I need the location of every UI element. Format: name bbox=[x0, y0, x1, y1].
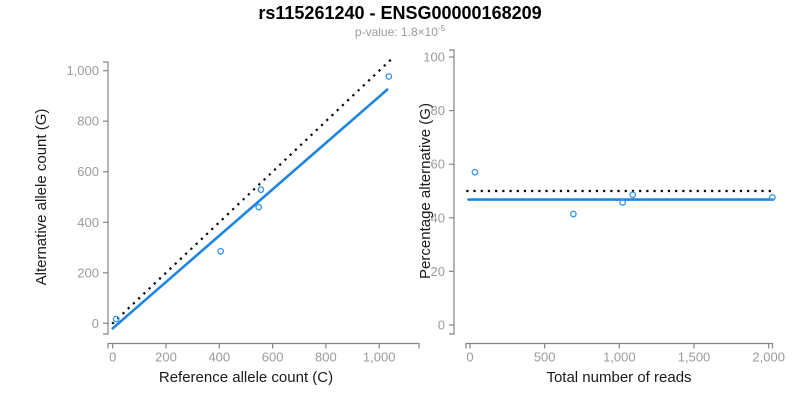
p-value-text: p-value: 1.8×10 bbox=[354, 25, 438, 39]
y-axis-title: Percentage alternative (G) bbox=[417, 103, 434, 279]
x-tick-label: 800 bbox=[315, 350, 337, 365]
y-tick-label: 40 bbox=[431, 210, 445, 225]
y-tick-label: 800 bbox=[77, 114, 99, 129]
figure-subtitle: p-value: 1.8×10-5 bbox=[0, 24, 800, 39]
x-tick-label: 0 bbox=[109, 350, 116, 365]
y-tick-label: 20 bbox=[431, 264, 445, 279]
data-point bbox=[112, 315, 120, 323]
x-tick-label: 400 bbox=[208, 350, 230, 365]
panel-right: 0 500 1,000 1,500 2,000 0 20 40 60 80 100 Total num… bbox=[417, 49, 785, 386]
figure-title: rs115261240 - ENSG00000168209 bbox=[258, 3, 542, 23]
x-tick-label: 2,000 bbox=[752, 350, 785, 365]
data-point bbox=[619, 199, 627, 206]
y-tick-label: 1,000 bbox=[66, 63, 99, 78]
identity-line bbox=[111, 56, 394, 325]
data-point bbox=[217, 247, 225, 255]
y-tick-label: 600 bbox=[77, 164, 99, 179]
p-value-superscript: -5 bbox=[437, 24, 446, 33]
data-point bbox=[385, 73, 393, 80]
data-point bbox=[629, 191, 637, 199]
x-tick-label: 1,000 bbox=[363, 350, 396, 365]
y-tick-label: 0 bbox=[438, 318, 445, 333]
regression-line bbox=[111, 88, 389, 330]
y-tick-label: 60 bbox=[431, 157, 445, 172]
y-axis bbox=[103, 61, 109, 335]
x-tick-label: 0 bbox=[466, 350, 473, 365]
data-point bbox=[255, 203, 263, 211]
data-point bbox=[257, 186, 265, 194]
x-tick-label: 1,500 bbox=[678, 350, 711, 365]
panel-left: 0 200 400 600 800 1,000 0 200 400 600 800 1,000 Refe… bbox=[33, 56, 420, 386]
y-tick-label: 100 bbox=[423, 50, 445, 65]
y-tick-label: 400 bbox=[77, 215, 99, 230]
y-tick-label: 0 bbox=[92, 316, 99, 331]
x-axis-title: Reference allele count (C) bbox=[159, 369, 333, 386]
data-point bbox=[569, 210, 577, 218]
x-tick-label: 200 bbox=[155, 350, 177, 365]
data-point bbox=[769, 194, 776, 201]
x-tick-label: 600 bbox=[262, 350, 284, 365]
x-axis bbox=[107, 342, 420, 349]
data-point bbox=[471, 168, 479, 176]
x-tick-label: 500 bbox=[534, 350, 556, 365]
y-axis bbox=[449, 49, 455, 335]
y-tick-label: 200 bbox=[77, 265, 99, 280]
x-tick-label: 1,000 bbox=[603, 350, 636, 365]
x-axis-title: Total number of reads bbox=[546, 369, 691, 386]
y-axis-title: Alternative allele count (G) bbox=[33, 109, 50, 286]
y-tick-label: 80 bbox=[431, 103, 445, 118]
